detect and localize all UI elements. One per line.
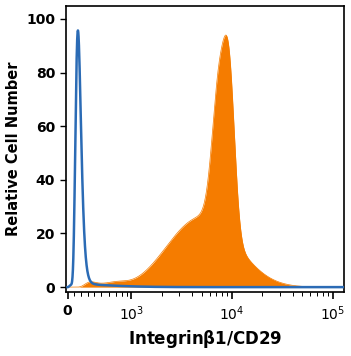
Y-axis label: Relative Cell Number: Relative Cell Number xyxy=(6,62,21,236)
X-axis label: Integrin$\mathbf{\beta}$1/CD29: Integrin$\mathbf{\beta}$1/CD29 xyxy=(128,329,282,350)
